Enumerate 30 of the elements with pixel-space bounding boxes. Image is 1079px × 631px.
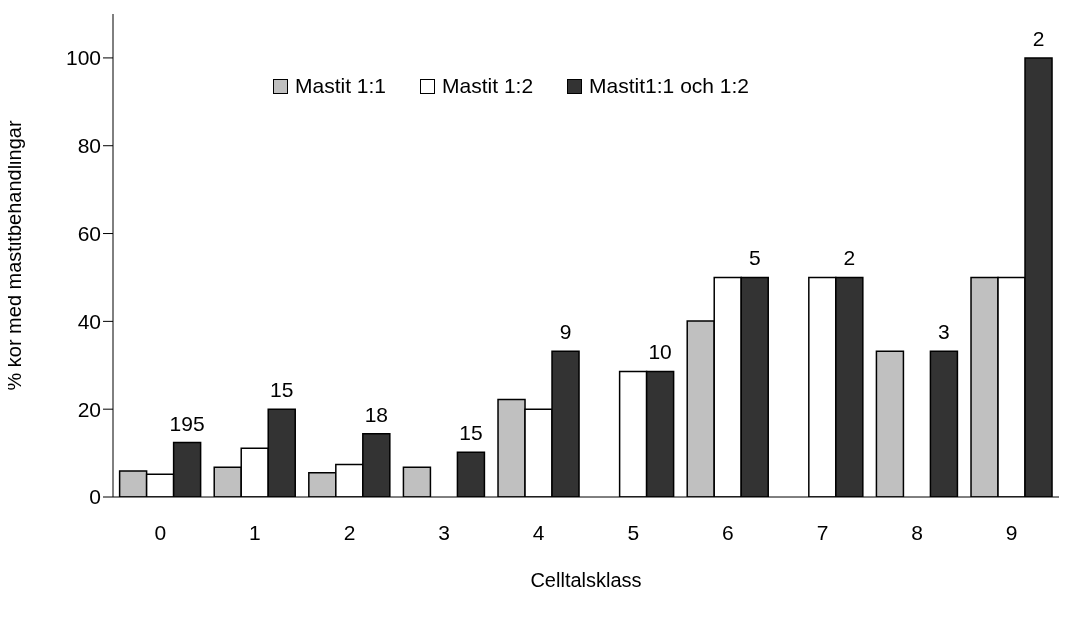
annotation: 18	[364, 402, 388, 426]
annotation: 10	[648, 340, 672, 364]
x-tick-label: 2	[343, 520, 356, 544]
annotation: 195	[169, 411, 205, 435]
x-tick-label: 9	[1005, 520, 1018, 544]
x-axis-title: Celltalsklass	[530, 569, 642, 591]
y-tick-label: 20	[77, 397, 101, 421]
x-tick-label: 1	[249, 520, 261, 544]
y-tick-label: 100	[65, 46, 101, 70]
x-tick-label: 6	[722, 520, 734, 544]
annotation: 2	[1032, 26, 1045, 50]
legend-label: Mastit 1:2	[442, 74, 534, 98]
legend-label: Mastit1:1 och 1:2	[589, 74, 750, 98]
x-tick-label: 3	[438, 520, 450, 544]
annotation: 2	[843, 246, 856, 270]
y-tick-label: 60	[77, 222, 101, 245]
annotation: 9	[559, 320, 572, 344]
x-tick-label: 7	[816, 520, 829, 544]
legend-label: Mastit 1:1	[295, 74, 387, 98]
annotation: 5	[748, 246, 761, 270]
annotation: 3	[938, 320, 950, 344]
y-tick-label: 80	[77, 134, 101, 158]
annotation: 15	[459, 421, 483, 445]
x-tick-label: 8	[911, 520, 923, 544]
x-tick-label: 4	[532, 520, 545, 544]
x-tick-label: 0	[154, 520, 167, 544]
y-tick-label: 0	[89, 485, 101, 509]
y-tick-label: 40	[77, 309, 101, 333]
annotation: 15	[270, 378, 294, 402]
x-tick-label: 5	[627, 520, 640, 544]
